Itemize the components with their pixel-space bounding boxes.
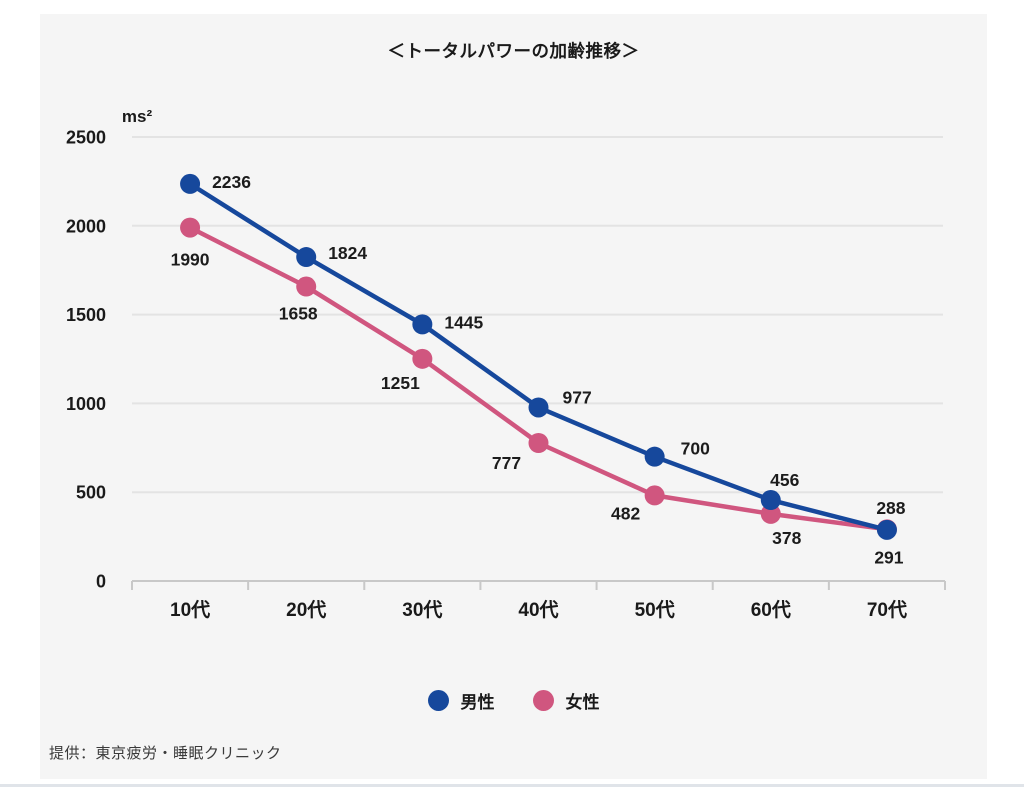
female-data-label: 1251 (381, 373, 420, 393)
y-tick-label: 500 (76, 483, 106, 503)
male-point (644, 446, 665, 467)
female-series-dot-icon (532, 690, 554, 711)
x-tick-label: 30代 (402, 599, 442, 621)
y-axis-labels: 0 500 1000 1500 2000 2500 ms² (66, 107, 153, 592)
male-point (876, 519, 897, 540)
x-tick-label: 20代 (286, 599, 326, 621)
series-male: 2236 1824 1445 977 700 456 288 (180, 172, 906, 540)
female-point (760, 503, 781, 524)
male-data-label: 2236 (212, 172, 251, 192)
male-data-label: 977 (563, 387, 592, 407)
female-point (296, 276, 317, 297)
male-point (412, 314, 433, 335)
x-tick-label: 60代 (751, 599, 791, 621)
male-series-dot-icon (427, 690, 449, 711)
male-point (528, 397, 549, 418)
chart-title: ＜トータルパワーの加齢推移＞ (387, 41, 640, 61)
male-point (760, 490, 781, 511)
male-data-label: 1824 (328, 243, 367, 263)
male-data-label: 1445 (444, 312, 483, 332)
male-point (296, 247, 317, 268)
female-data-label: 378 (772, 528, 801, 548)
male-data-label: 700 (681, 439, 710, 459)
male-point (180, 173, 201, 194)
chart-legend: 男性 女性 (40, 688, 987, 713)
legend-label-female: 女性 (565, 693, 600, 712)
female-data-label: 1990 (171, 250, 210, 270)
x-axis-labels: 10代 20代 30代 40代 50代 60代 70代 (170, 599, 907, 621)
female-data-label: 482 (611, 503, 640, 523)
x-tick-label: 40代 (518, 599, 558, 621)
x-tick-label: 50代 (635, 599, 675, 621)
chart-panel: ＜トータルパワーの加齢推移＞ 0 500 1000 1500 2000 2500 ms² 10… (40, 14, 987, 779)
bottom-divider (0, 784, 1024, 787)
male-data-label: 288 (876, 498, 905, 518)
male-data-label: 456 (770, 470, 799, 490)
x-tick-label: 70代 (867, 599, 907, 621)
total-power-line-chart: 0 500 1000 1500 2000 2500 ms² 10代 20代 30代 40代 50代 60… (66, 107, 946, 621)
y-tick-label: 2500 (66, 128, 106, 148)
legend-label-male: 男性 (460, 693, 495, 712)
female-point (528, 433, 549, 454)
y-axis-unit-label: ms² (122, 107, 153, 126)
female-data-label: 1658 (279, 304, 318, 324)
series-female: 1990 1658 1251 777 482 378 291 (171, 217, 904, 567)
legend-item-female: 女性 (532, 688, 600, 713)
female-data-label: 291 (874, 547, 903, 567)
y-tick-label: 1000 (66, 394, 106, 414)
y-tick-label: 0 (96, 572, 106, 592)
female-point (644, 485, 665, 506)
legend-item-male: 男性 (427, 688, 495, 713)
y-tick-label: 1500 (66, 305, 106, 325)
female-point (180, 217, 201, 238)
female-data-label: 777 (492, 453, 521, 473)
credit-text: 提供：東京疲労・睡眠クリニック (49, 745, 282, 762)
female-point (412, 348, 433, 369)
y-tick-label: 2000 (66, 216, 106, 236)
x-axis (131, 580, 946, 590)
x-tick-label: 10代 (170, 599, 210, 621)
